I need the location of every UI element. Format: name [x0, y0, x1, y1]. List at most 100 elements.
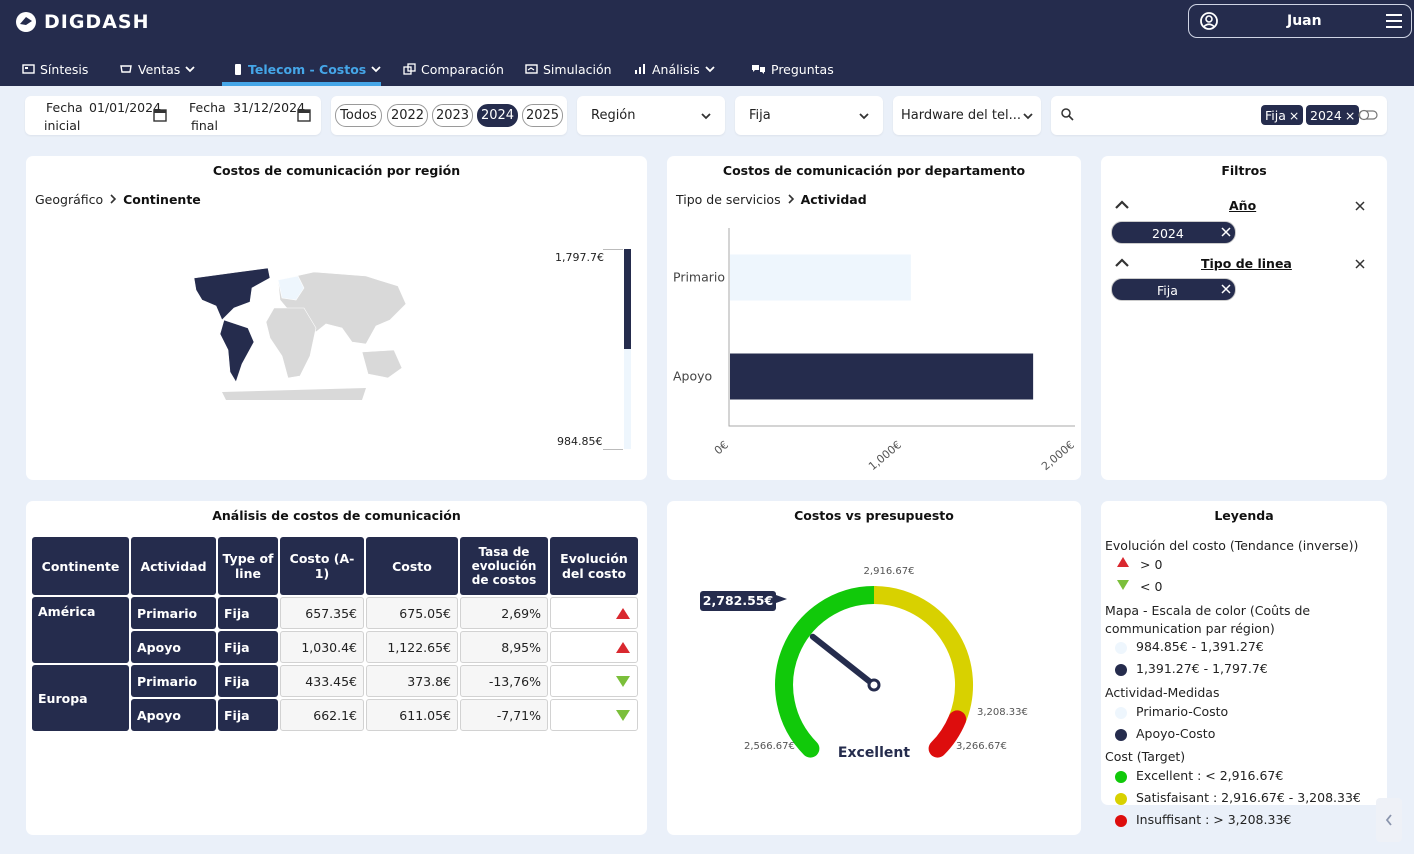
column-header[interactable]: Evolución del costo — [550, 537, 638, 595]
close-icon[interactable] — [1221, 284, 1231, 294]
legend-swatch — [1115, 793, 1127, 805]
filter-group-name[interactable]: Año — [1229, 198, 1257, 213]
table-panel-title: Análisis de costos de comunicación — [212, 508, 461, 523]
chevron-right-icon — [110, 194, 117, 204]
breadcrumb-root[interactable]: Geográfico — [35, 192, 104, 207]
start-date-label-2: inicial — [44, 118, 81, 133]
legend-panel-title: Leyenda — [1214, 508, 1274, 523]
map-region-north-america[interactable] — [193, 267, 271, 321]
map-region-antarctica[interactable] — [222, 388, 366, 400]
filter-value-chip[interactable]: 2024 — [1111, 221, 1236, 244]
gauge-needle — [809, 633, 877, 688]
filter-group-name[interactable]: Tipo de linea — [1201, 256, 1292, 271]
chevron-up-icon[interactable] — [1115, 258, 1129, 268]
year-button-2023[interactable]: 2023 — [432, 104, 473, 127]
year-selector: Todos 2022 2023 2024 2025 — [331, 96, 567, 135]
year-button-2022[interactable]: 2022 — [387, 104, 428, 127]
start-date-input[interactable]: 01/01/2024 — [89, 100, 162, 115]
costs-table: Continente Actividad Type of line Costo … — [30, 535, 640, 733]
close-icon[interactable] — [1221, 227, 1231, 237]
year-button-todos[interactable]: Todos — [335, 104, 382, 127]
triangle-up-icon — [616, 607, 630, 619]
color-scale-tick — [603, 249, 623, 250]
bar-primario[interactable] — [730, 254, 911, 301]
table-row[interactable]: Europa Primario Fija 433.45€ 373.8€ -13,… — [32, 665, 638, 731]
filter-value-label: Fija — [1157, 283, 1178, 298]
calendar-icon[interactable] — [297, 108, 311, 122]
user-menu-button[interactable]: Juan — [1188, 4, 1412, 38]
line-type-cell[interactable]: Fija — [218, 699, 278, 731]
tab-ventas[interactable]: Ventas — [120, 52, 195, 86]
region-dropdown[interactable]: Región — [577, 96, 725, 135]
column-header[interactable]: Costo — [366, 537, 458, 595]
color-scale-max: 1,797.7€ — [555, 251, 604, 264]
color-scale-min: 984.85€ — [557, 435, 603, 448]
filter-value-chip[interactable]: Fija — [1111, 278, 1236, 301]
map-region-oceania[interactable] — [361, 349, 403, 379]
legend-item-label: Excellent : < 2,916.67€ — [1136, 768, 1284, 783]
dept-panel: Costos de comunicación por departamento … — [667, 156, 1081, 480]
tab-telecom-costos[interactable]: Telecom - Costos — [233, 52, 381, 86]
collapse-sidebar-button[interactable] — [1376, 798, 1402, 842]
bar-chart-axis — [728, 228, 1075, 427]
tab-simulacion[interactable]: Simulación — [525, 52, 612, 86]
activity-cell[interactable]: Apoyo — [131, 699, 216, 731]
category-label: Apoyo — [673, 369, 712, 384]
column-header[interactable]: Actividad — [131, 537, 216, 595]
gauge-max-label: 3,266.67€ — [956, 741, 1007, 752]
hamburger-menu-icon[interactable] — [1385, 13, 1403, 29]
bar-apoyo[interactable] — [730, 353, 1034, 400]
trend-cell — [550, 699, 638, 731]
table-row[interactable]: Apoyo Fija 662.1€ 611.05€ -7,71% — [32, 699, 638, 731]
toggle-switch[interactable] — [1358, 109, 1378, 121]
activity-cell[interactable]: Primario — [131, 665, 216, 697]
column-header[interactable]: Costo (A-1) — [280, 537, 364, 595]
continent-cell[interactable]: América — [32, 597, 129, 663]
tab-analisis[interactable]: Análisis — [634, 52, 715, 86]
line-type-cell[interactable]: Fija — [218, 665, 278, 697]
continent-cell[interactable]: Europa — [32, 665, 129, 731]
year-button-2024[interactable]: 2024 — [477, 104, 518, 127]
breadcrumb-current: Actividad — [800, 192, 867, 207]
close-icon[interactable]: × — [1344, 107, 1356, 123]
trend-cell — [550, 597, 638, 629]
map-region-south-america[interactable] — [219, 319, 255, 383]
gauge-panel: Costos vs presupuesto 2,782.55€ 2,916.67… — [667, 501, 1081, 835]
prev-cost-cell: 662.1€ — [280, 699, 364, 731]
map-region-africa[interactable] — [265, 307, 317, 379]
end-date-input[interactable]: 31/12/2024 — [233, 100, 306, 115]
line-type-cell[interactable]: Fija — [218, 597, 278, 629]
world-map[interactable] — [166, 264, 416, 404]
logo-icon — [16, 12, 36, 32]
logo[interactable]: DIGDASH — [14, 10, 150, 34]
tab-comparacion[interactable]: Comparación — [403, 52, 504, 86]
table-row[interactable]: Apoyo Fija 1,030.4€ 1,122.65€ 8,95% — [32, 631, 638, 663]
tab-sintesis[interactable]: Síntesis — [22, 52, 88, 86]
close-icon[interactable] — [1355, 201, 1365, 211]
close-icon[interactable]: × — [1288, 107, 1300, 123]
column-header[interactable]: Type of line — [218, 537, 278, 595]
line-type-cell[interactable]: Fija — [218, 631, 278, 663]
active-filter-chip-fija[interactable]: Fija × — [1261, 105, 1304, 125]
activity-cell[interactable]: Primario — [131, 597, 216, 629]
line-type-dropdown[interactable]: Fija — [735, 96, 883, 135]
tab-preguntas[interactable]: Preguntas — [751, 52, 834, 86]
breadcrumb-root[interactable]: Tipo de servicios — [676, 192, 781, 207]
calendar-icon[interactable] — [153, 108, 167, 122]
chevron-up-icon[interactable] — [1115, 200, 1129, 210]
color-scale-low — [624, 349, 631, 449]
year-button-2025[interactable]: 2025 — [522, 104, 563, 127]
activity-cell[interactable]: Apoyo — [131, 631, 216, 663]
active-filter-chip-2024[interactable]: 2024 × — [1306, 105, 1360, 125]
legend-swatch — [1115, 642, 1127, 654]
hardware-dropdown[interactable]: Hardware del tel... — [893, 96, 1041, 135]
logo-text: DIGDASH — [44, 11, 150, 33]
table-row[interactable]: América Primario Fija 657.35€ 675.05€ 2,… — [32, 597, 638, 663]
column-header[interactable]: Continente — [32, 537, 129, 595]
tab-comparacion-label: Comparación — [421, 61, 504, 77]
map-region-europe[interactable] — [277, 275, 305, 301]
column-header[interactable]: Tasa de evolución de costos — [460, 537, 548, 595]
close-icon[interactable] — [1355, 259, 1365, 269]
legend-swatch — [1115, 815, 1127, 827]
search-input[interactable] — [1081, 106, 1251, 126]
